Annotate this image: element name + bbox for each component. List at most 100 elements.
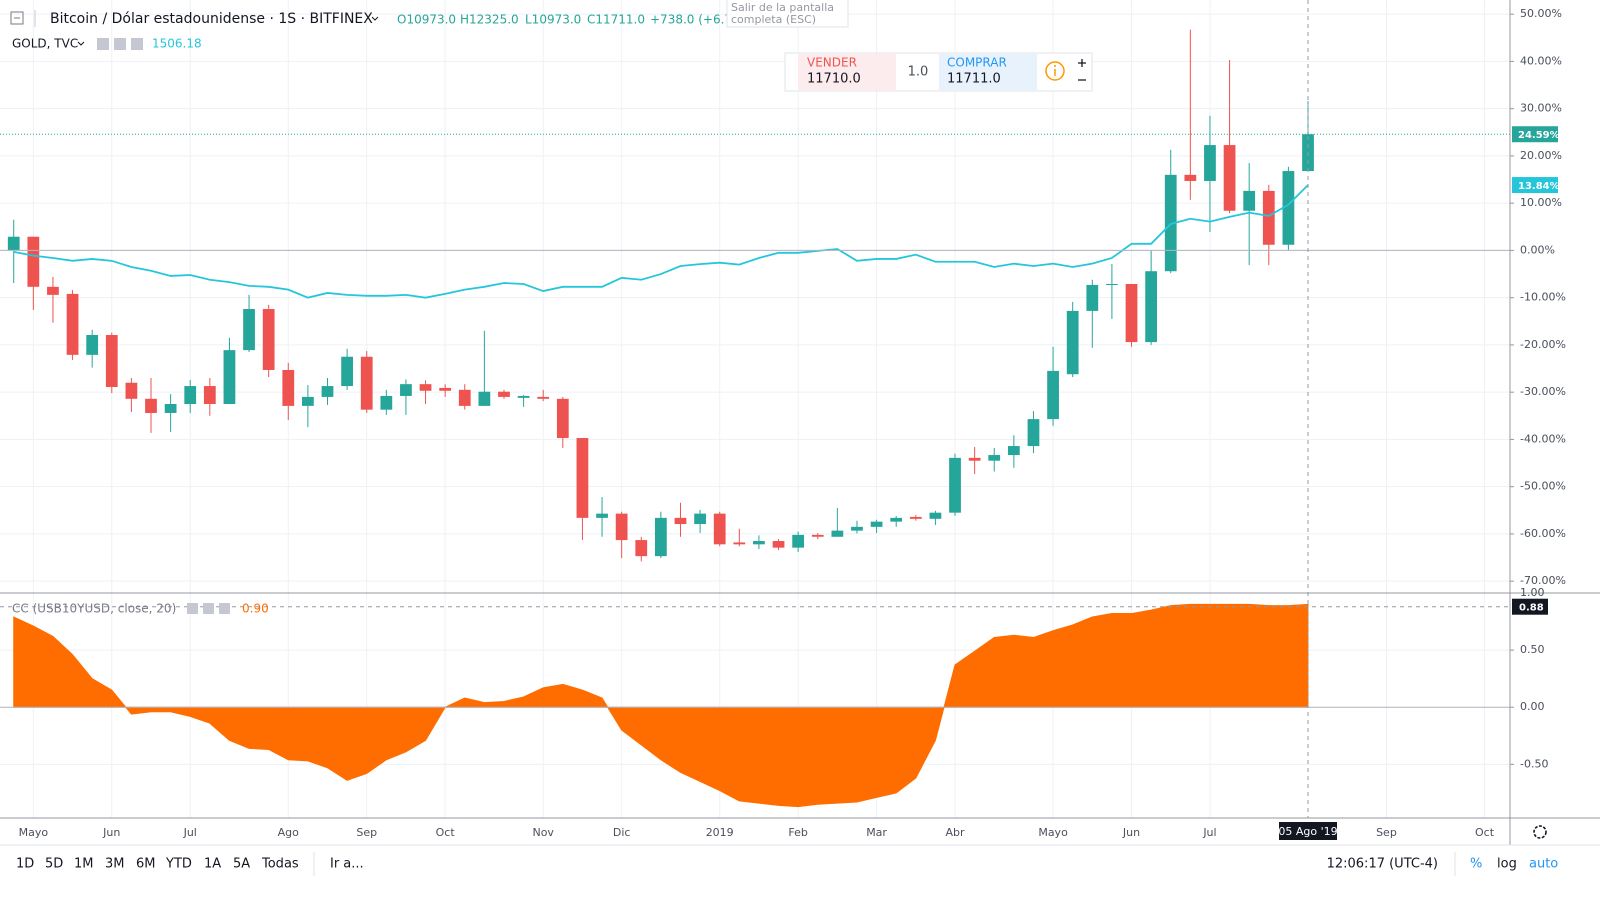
range-button[interactable]: Todas bbox=[261, 857, 299, 872]
tooltip-box bbox=[726, 0, 849, 28]
x-tick-label: Jul bbox=[183, 826, 197, 839]
candle-body bbox=[145, 398, 157, 413]
candle-body bbox=[47, 286, 59, 295]
x-tick-label: Mar bbox=[866, 826, 887, 839]
y-tick-label: 0.00% bbox=[1520, 243, 1555, 256]
y-tick-label: 10.00% bbox=[1520, 196, 1562, 209]
x-tick-label: Dic bbox=[613, 826, 631, 839]
ohlc-open: O10973.0 bbox=[397, 13, 456, 27]
range-button[interactable]: 5A bbox=[233, 857, 250, 872]
quantity[interactable]: 1.0 bbox=[908, 65, 929, 80]
x-tick-label: Oct bbox=[436, 826, 456, 839]
indicator-pane bbox=[0, 593, 1510, 818]
y-tick-label: -40.00% bbox=[1520, 432, 1566, 445]
eye-icon[interactable] bbox=[97, 38, 109, 50]
overlay-legend-name: GOLD, TVC bbox=[12, 37, 78, 51]
x-tick-label: Mayo bbox=[19, 826, 49, 839]
collapse-icon[interactable] bbox=[10, 11, 24, 25]
candle-body bbox=[27, 236, 40, 287]
remove-icon[interactable] bbox=[131, 38, 143, 50]
main-pane bbox=[0, 0, 1510, 593]
candle-body bbox=[282, 369, 295, 406]
x-tick-label: 2019 bbox=[706, 826, 734, 839]
indicator-legend-value: 0.90 bbox=[242, 602, 269, 616]
candle-body bbox=[713, 513, 726, 545]
candle-body bbox=[556, 398, 569, 439]
remove-icon[interactable] bbox=[219, 603, 230, 614]
scale-button[interactable]: % bbox=[1470, 857, 1482, 872]
candle-body bbox=[1086, 284, 1099, 311]
candle-body bbox=[380, 395, 393, 410]
scale-button[interactable]: auto bbox=[1529, 857, 1558, 872]
candle-body bbox=[341, 356, 353, 387]
candle-body bbox=[419, 384, 432, 391]
candle-body bbox=[86, 335, 99, 355]
dropdown-arrow[interactable] bbox=[77, 41, 85, 46]
y-tick-label: 0.00 bbox=[1520, 700, 1545, 713]
ohlc-high: H12325.0 bbox=[460, 13, 519, 27]
x-tick-label: Nov bbox=[532, 826, 554, 839]
candle-body bbox=[753, 541, 765, 545]
candle-body bbox=[890, 517, 903, 522]
tooltip-line: completa (ESC) bbox=[731, 13, 816, 26]
x-tick-label: Sep bbox=[356, 826, 377, 839]
sell-price: 11710.0 bbox=[807, 72, 861, 87]
y-tick-label: -70.00% bbox=[1520, 574, 1566, 587]
y-tick-label: 30.00% bbox=[1520, 102, 1562, 115]
price-badge bbox=[1512, 126, 1558, 143]
candle-body bbox=[811, 534, 824, 537]
candle-body bbox=[988, 455, 1001, 461]
x-tick-label: Mayo bbox=[1038, 826, 1068, 839]
eye-icon[interactable] bbox=[187, 603, 198, 614]
candle-body bbox=[498, 391, 510, 397]
candle-body bbox=[184, 386, 197, 404]
x-tick-label: Ago bbox=[278, 826, 300, 839]
overlay-legend-value: 1506.18 bbox=[152, 37, 202, 51]
y-tick-label: -10.00% bbox=[1520, 291, 1566, 304]
candle-body bbox=[458, 389, 471, 406]
x-tick-label: Jun bbox=[102, 826, 120, 839]
range-button[interactable]: 3M bbox=[105, 857, 125, 872]
candle-body bbox=[1164, 174, 1177, 272]
candle-body bbox=[1027, 419, 1040, 447]
y-tick-label: -30.00% bbox=[1520, 385, 1566, 398]
dropdown-arrow[interactable] bbox=[371, 16, 379, 21]
value-badge bbox=[1512, 598, 1548, 615]
settings-gear[interactable] bbox=[1533, 825, 1547, 839]
range-button[interactable]: 1M bbox=[74, 857, 94, 872]
candle-body bbox=[223, 350, 236, 404]
buy-button[interactable] bbox=[939, 54, 1037, 90]
candle-body bbox=[870, 521, 883, 527]
range-button[interactable]: 5D bbox=[45, 857, 63, 872]
plus-minus[interactable] bbox=[1078, 59, 1086, 81]
range-button[interactable]: 1D bbox=[16, 857, 34, 872]
info-icon[interactable] bbox=[1045, 61, 1065, 81]
candle-body bbox=[615, 513, 628, 541]
y-tick-label: 20.00% bbox=[1520, 149, 1562, 162]
range-button[interactable]: 1A bbox=[204, 857, 221, 872]
y-tick-label: 0.50 bbox=[1520, 643, 1545, 656]
range-button[interactable]: YTD bbox=[165, 857, 192, 872]
settings-icon[interactable] bbox=[203, 603, 214, 614]
goto-button[interactable]: Ir a... bbox=[330, 857, 364, 872]
candle-body bbox=[831, 530, 844, 537]
candle-body bbox=[1282, 171, 1295, 245]
candle-body bbox=[1047, 370, 1059, 420]
candle-body bbox=[517, 395, 530, 398]
tooltip-line: Salir de la pantalla bbox=[731, 1, 834, 14]
candle-body bbox=[400, 384, 412, 396]
sell-button[interactable] bbox=[798, 54, 896, 90]
candle-body bbox=[635, 540, 648, 557]
settings-icon[interactable] bbox=[114, 38, 126, 50]
y-tick-label: -50.00% bbox=[1520, 480, 1566, 493]
candle-body bbox=[851, 526, 863, 531]
price-badge bbox=[1512, 177, 1558, 194]
overlays: Bitcoin / Dólar estadounidense · 1S · BI… bbox=[10, 0, 1547, 839]
candle-body bbox=[576, 438, 589, 518]
scale-button[interactable]: log bbox=[1497, 857, 1517, 872]
y-tick-label: 1.00 bbox=[1520, 586, 1545, 599]
range-button[interactable]: 6M bbox=[136, 857, 156, 872]
candle-body bbox=[243, 309, 255, 351]
buy-price: 11711.0 bbox=[947, 72, 1001, 87]
